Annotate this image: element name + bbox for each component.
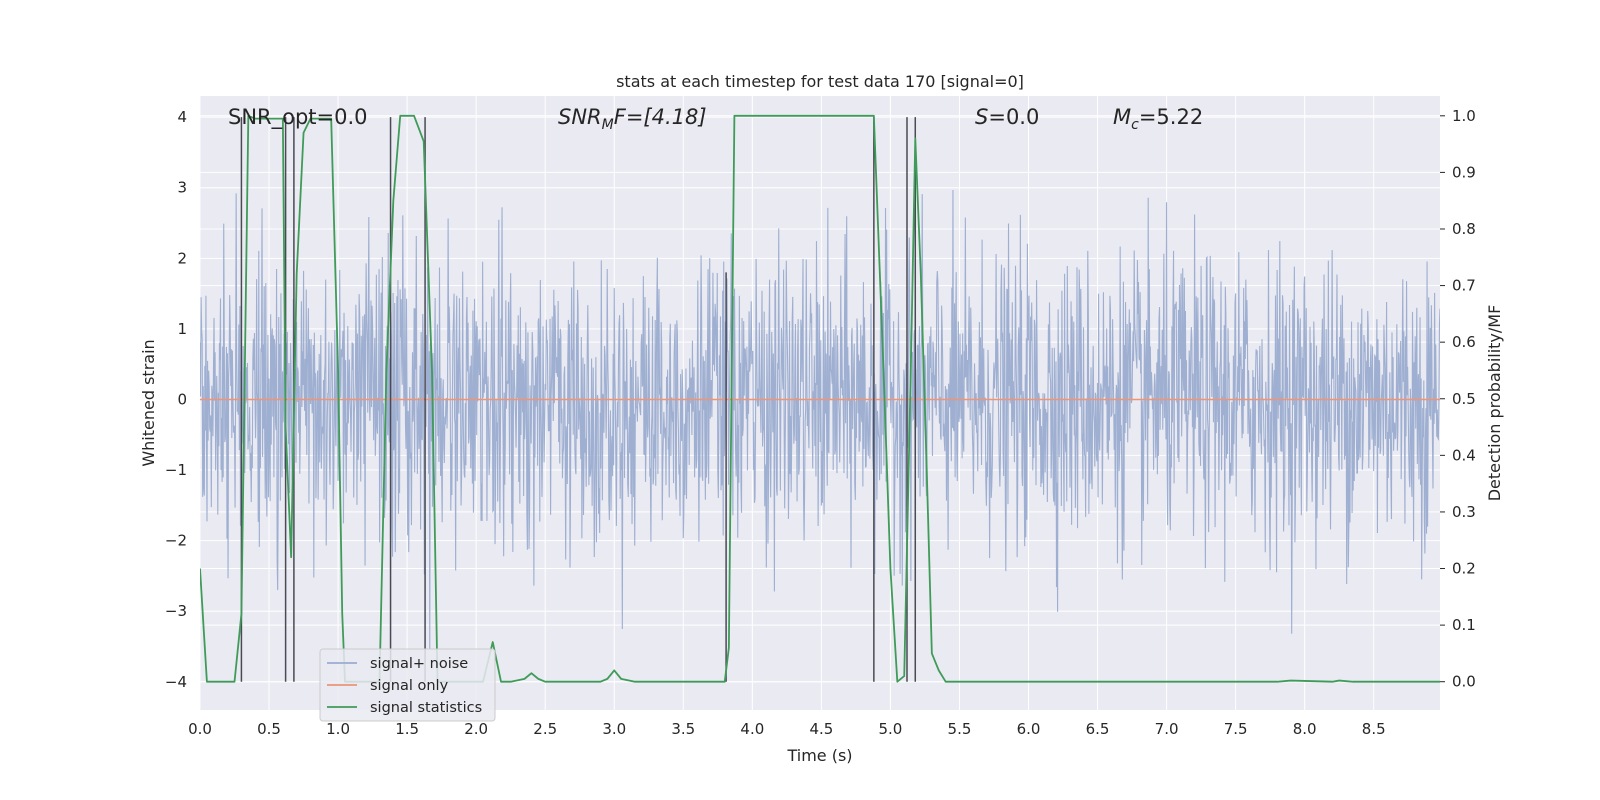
y-tick-label-left: 3 (177, 179, 187, 197)
y-tick-label-left: −3 (165, 602, 187, 620)
annotation-snr-opt: SNR_opt=0.0 (228, 105, 368, 130)
tick-labels: 0.0 0.5 1.0 1.5 2.0 2.5 3.0 3.5 4.0 4.5 5.0 5.5 6.0 6… (165, 107, 1476, 738)
x-tick-label: 6.5 (1086, 720, 1110, 738)
y-tick-label-left: 4 (177, 108, 187, 126)
annotation-mc-sub: c (1131, 117, 1139, 133)
x-tick-label: 0.5 (257, 720, 281, 738)
y-tick-label-right: 0.2 (1452, 560, 1476, 578)
y-tick-label-right: 0.7 (1452, 277, 1476, 295)
annotation-mc: Mc=5.22 (1113, 105, 1203, 133)
x-tick-label: 7.5 (1224, 720, 1248, 738)
y-tick-label-left: 1 (177, 320, 187, 338)
y-tick-label-right: 1.0 (1452, 107, 1476, 125)
x-tick-label: 1.5 (395, 720, 419, 738)
y-tick-label-left: −2 (165, 532, 187, 550)
x-tick-label: 5.0 (878, 720, 902, 738)
x-tick-label: 2.0 (464, 720, 488, 738)
y-tick-label-left: 0 (177, 390, 187, 408)
y-tick-label-right: 0.5 (1452, 390, 1476, 408)
annotation-snr-mf-sub: M (602, 117, 614, 133)
annotation-s-value: =0.0 (988, 105, 1039, 129)
x-tick-label: 2.5 (533, 720, 557, 738)
x-tick-label: 6.0 (1017, 720, 1041, 738)
x-tick-label: 5.5 (948, 720, 972, 738)
annotation-s: S=0.0 (975, 105, 1039, 129)
annotation-snr-mf-value: F=[4.18] (614, 105, 707, 129)
y-tick-label-right: 0.0 (1452, 673, 1476, 691)
legend-label-signal-statistics: signal statistics (370, 700, 482, 716)
x-tick-label: 0.0 (188, 720, 212, 738)
y-tick-label-left: 2 (177, 249, 187, 267)
annotation-s-symbol: S (975, 105, 988, 129)
y-tick-label-left: −4 (165, 673, 187, 691)
annotation-snr-mf: SNRMF=[4.18] (558, 105, 707, 133)
x-tick-label: 8.5 (1362, 720, 1386, 738)
y-tick-label-right: 0.6 (1452, 333, 1476, 351)
annotation-snr-mf-symbol: SNR (558, 105, 602, 129)
data-layer (200, 114, 1440, 683)
chart-title: stats at each timestep for test data 170… (616, 72, 1024, 91)
y-tick-label-left: −1 (165, 461, 187, 479)
x-tick-label: 3.0 (602, 720, 626, 738)
series-signal-noise (200, 190, 1440, 650)
y-tick-label-right: 0.8 (1452, 220, 1476, 238)
y-tick-label-right: 0.1 (1452, 616, 1476, 634)
annotation-mc-value: =5.22 (1139, 105, 1203, 129)
y-tick-label-right: 0.3 (1452, 503, 1476, 521)
x-axis-label: Time (s) (786, 746, 852, 765)
y-axis-label-right: Detection probability/MF (1485, 305, 1504, 502)
annotation-mc-symbol: M (1113, 105, 1131, 129)
legend-label-signal-only: signal only (370, 678, 449, 694)
y-tick-label-right: 0.4 (1452, 446, 1476, 464)
legend-box (319, 648, 496, 722)
x-tick-label: 4.0 (740, 720, 764, 738)
legend-label-signal-noise: signal+ noise (370, 656, 468, 672)
legend: signal+ noise signal only signal statist… (319, 648, 496, 722)
x-tick-label: 8.0 (1293, 720, 1317, 738)
y-tick-label-right: 0.9 (1452, 163, 1476, 181)
x-tick-label: 1.0 (326, 720, 350, 738)
x-tick-label: 3.5 (671, 720, 695, 738)
x-tick-label: 4.5 (809, 720, 833, 738)
series-signal-statistics (200, 114, 1440, 683)
y-axis-label-left: Whitened strain (139, 339, 158, 466)
x-tick-label: 7.0 (1155, 720, 1179, 738)
